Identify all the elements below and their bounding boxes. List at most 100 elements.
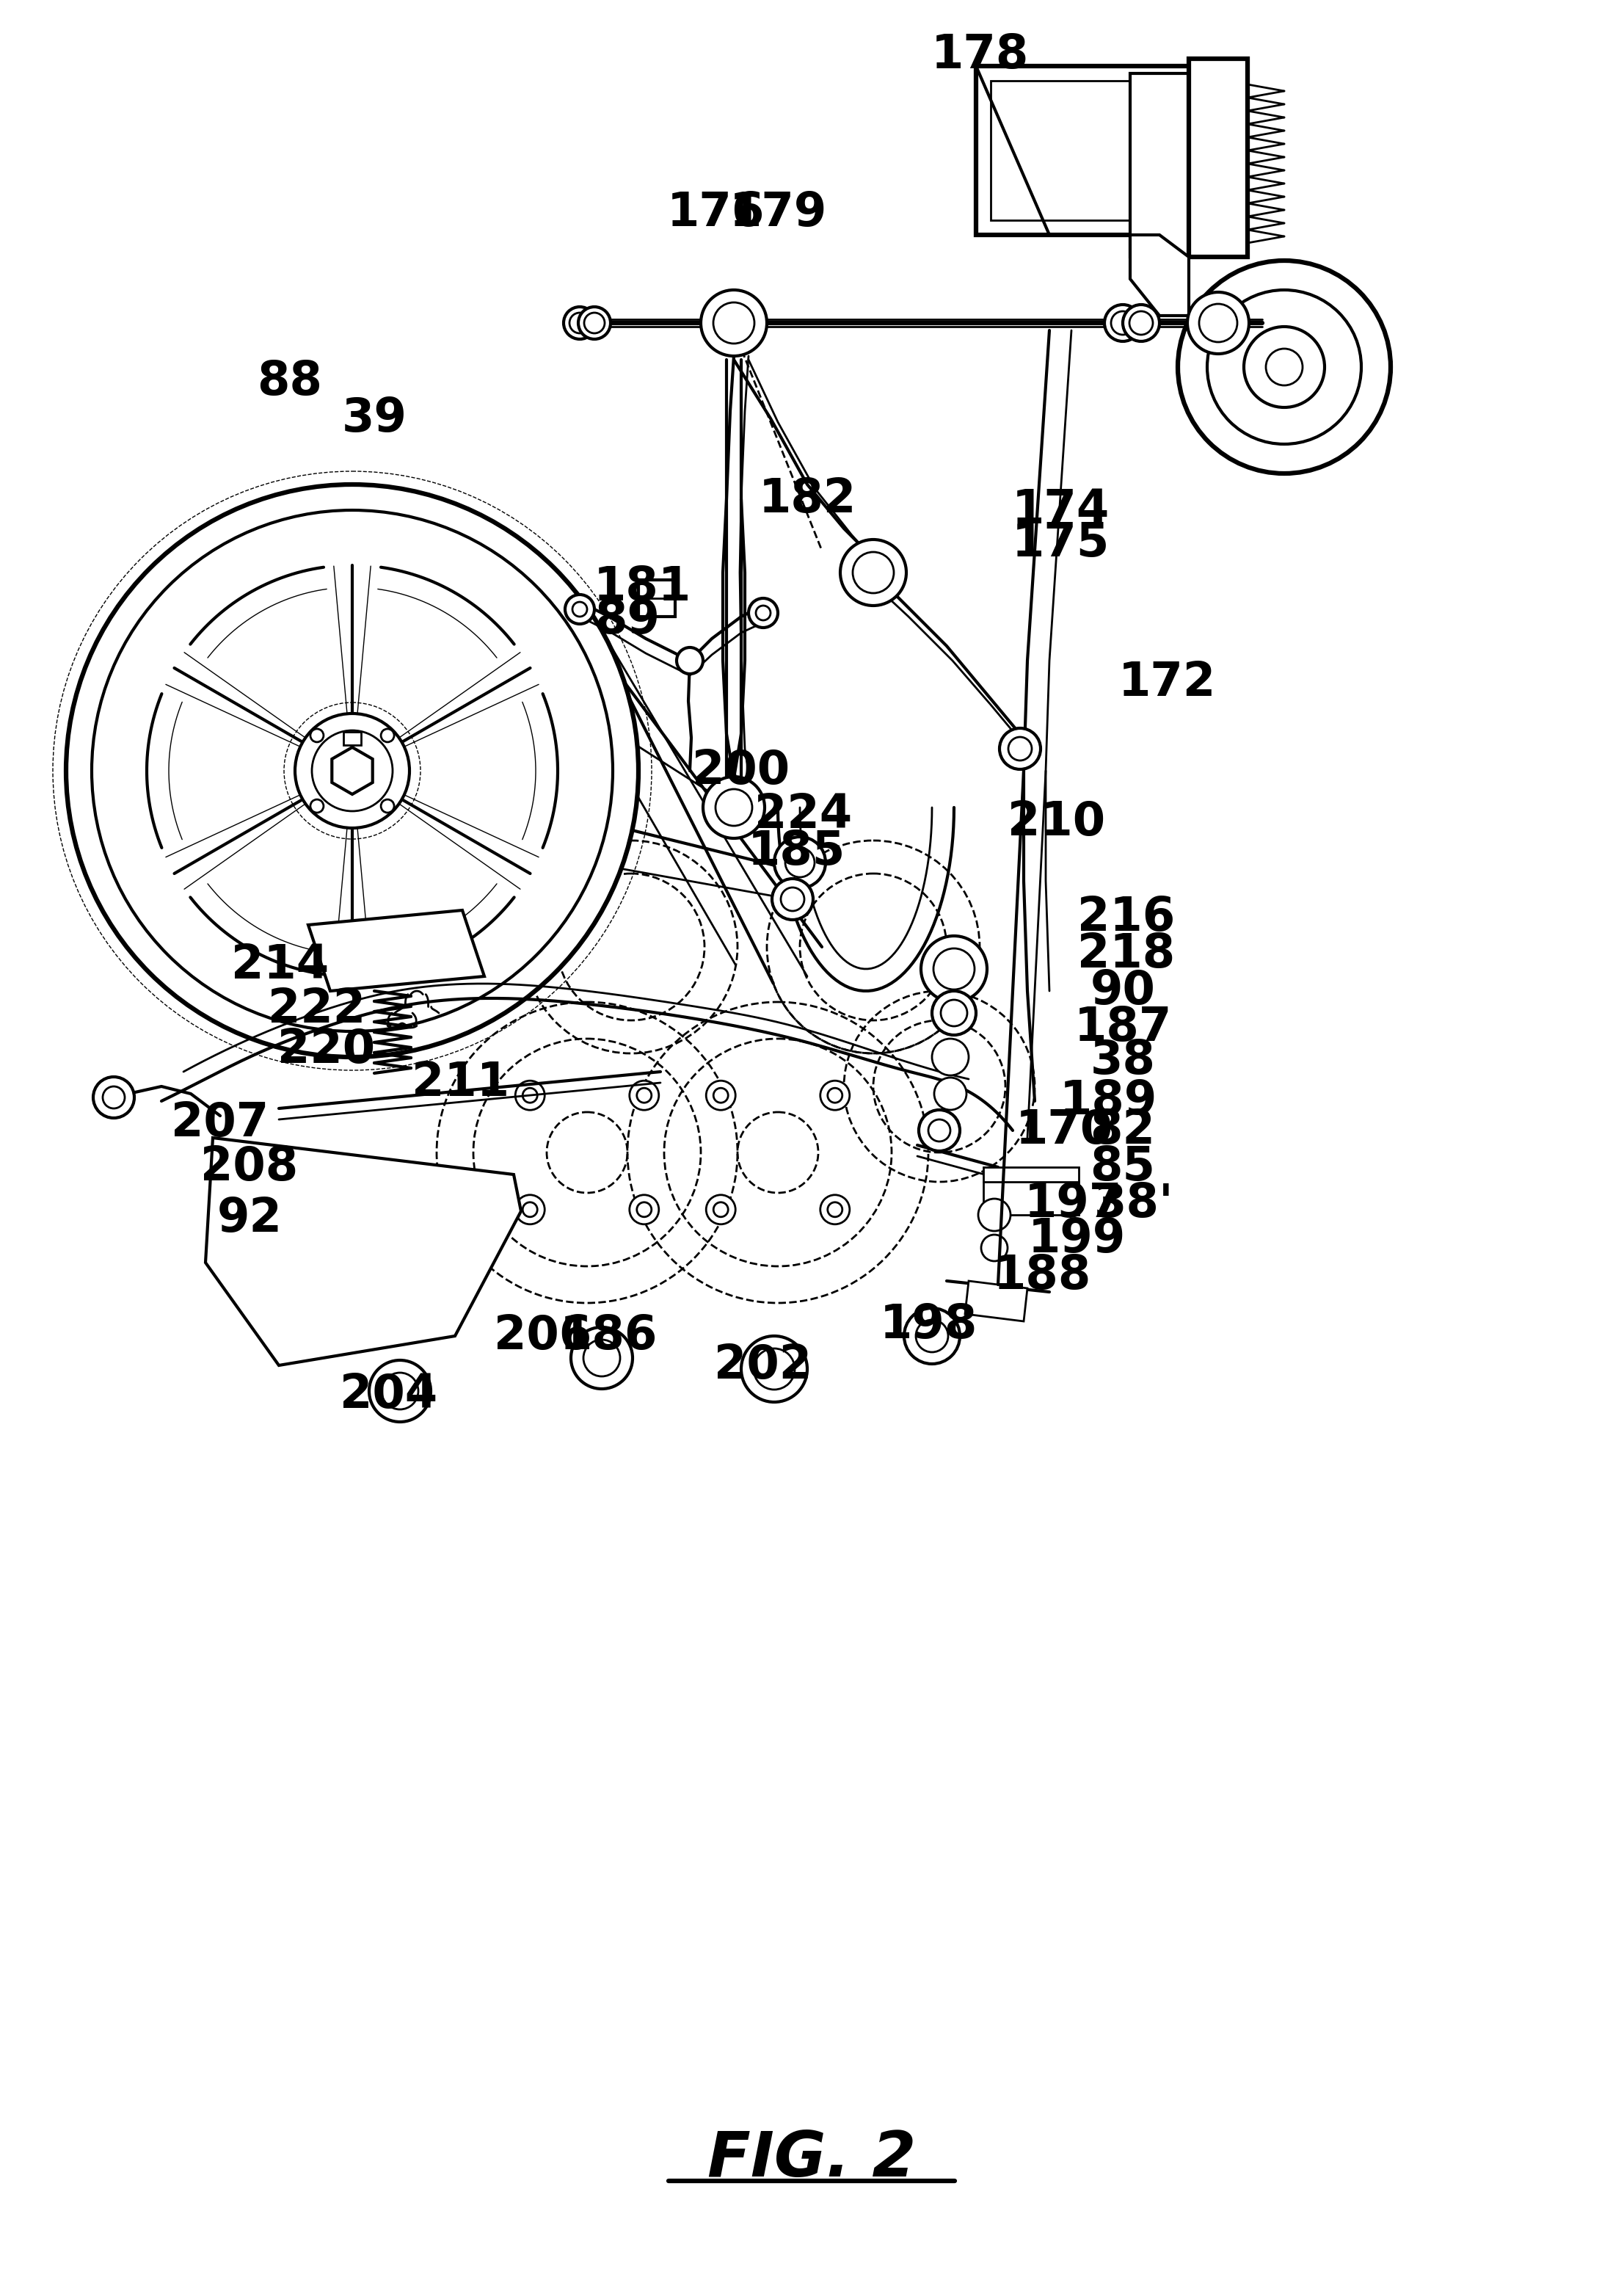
Circle shape [919, 1110, 960, 1151]
Circle shape [677, 648, 703, 675]
Circle shape [1207, 290, 1361, 445]
Circle shape [771, 878, 814, 919]
Text: 210: 210 [1009, 800, 1106, 846]
Circle shape [999, 727, 1041, 768]
Circle shape [934, 1078, 966, 1110]
Text: 199: 199 [1028, 1215, 1125, 1261]
Circle shape [820, 1081, 849, 1110]
Circle shape [515, 1195, 544, 1224]
Circle shape [382, 730, 395, 741]
Text: FIG. 2: FIG. 2 [708, 2130, 916, 2189]
Text: 200: 200 [692, 748, 789, 793]
Circle shape [828, 1202, 843, 1218]
Polygon shape [965, 1281, 1028, 1322]
Text: 206: 206 [494, 1313, 593, 1359]
Text: 216: 216 [1077, 894, 1176, 939]
Circle shape [637, 1202, 651, 1218]
Text: 207: 207 [171, 1101, 270, 1147]
Circle shape [703, 777, 765, 839]
Circle shape [1104, 306, 1142, 342]
Circle shape [515, 1081, 544, 1110]
Circle shape [981, 1236, 1007, 1261]
Bar [343, 732, 361, 746]
Text: 224: 224 [755, 791, 853, 837]
Circle shape [713, 1088, 728, 1104]
Circle shape [310, 800, 323, 812]
Circle shape [1177, 260, 1390, 474]
Text: 85: 85 [1090, 1145, 1155, 1190]
Text: 186: 186 [560, 1313, 658, 1359]
Text: 178: 178 [931, 32, 1028, 78]
Circle shape [637, 1088, 651, 1104]
Text: 189: 189 [1059, 1078, 1156, 1124]
Circle shape [749, 597, 778, 627]
Text: 89: 89 [594, 597, 659, 643]
Polygon shape [638, 579, 676, 616]
Circle shape [929, 1119, 950, 1142]
Circle shape [840, 540, 906, 606]
Text: 90: 90 [1090, 969, 1155, 1015]
Circle shape [1009, 736, 1031, 762]
Circle shape [755, 606, 770, 620]
Polygon shape [206, 1138, 521, 1366]
Circle shape [585, 312, 604, 333]
Text: 202: 202 [715, 1343, 812, 1389]
Circle shape [1187, 292, 1249, 353]
Circle shape [775, 837, 825, 889]
Text: 182: 182 [758, 477, 856, 522]
Circle shape [786, 848, 815, 878]
Text: 88: 88 [257, 358, 323, 404]
Circle shape [572, 1327, 633, 1389]
Circle shape [702, 290, 767, 356]
Circle shape [853, 552, 893, 593]
Text: 197: 197 [1025, 1181, 1122, 1227]
Bar [1189, 59, 1247, 258]
Circle shape [565, 595, 594, 625]
Text: 175: 175 [1012, 520, 1109, 565]
Circle shape [312, 730, 393, 812]
Text: 218: 218 [1078, 933, 1176, 978]
Circle shape [1199, 303, 1237, 342]
Text: 174: 174 [1012, 488, 1109, 534]
Circle shape [583, 1341, 620, 1377]
Circle shape [67, 483, 638, 1058]
Circle shape [382, 800, 395, 812]
Circle shape [570, 312, 590, 333]
Circle shape [916, 1320, 948, 1352]
Text: 220: 220 [278, 1026, 375, 1072]
Text: 176: 176 [666, 189, 765, 235]
Circle shape [706, 1195, 736, 1224]
Circle shape [741, 1336, 807, 1402]
Circle shape [523, 1202, 538, 1218]
Bar [976, 66, 1226, 235]
Circle shape [523, 1088, 538, 1104]
Circle shape [1265, 349, 1302, 385]
Circle shape [572, 602, 588, 616]
Circle shape [310, 730, 323, 741]
Text: 208: 208 [201, 1145, 299, 1190]
Circle shape [932, 1040, 968, 1076]
Circle shape [1244, 326, 1325, 408]
Circle shape [1129, 312, 1153, 335]
Text: 38': 38' [1095, 1181, 1174, 1227]
Bar [991, 80, 1145, 221]
Text: 39: 39 [341, 397, 408, 440]
Circle shape [905, 1309, 960, 1363]
Circle shape [978, 1199, 1010, 1231]
Circle shape [91, 511, 612, 1031]
Circle shape [93, 1076, 135, 1117]
Text: 181: 181 [593, 565, 690, 611]
Text: 82: 82 [1090, 1108, 1155, 1154]
Text: 187: 187 [1073, 1005, 1173, 1051]
Text: 204: 204 [339, 1373, 438, 1418]
Circle shape [102, 1085, 125, 1108]
Circle shape [1111, 312, 1135, 335]
Circle shape [369, 1361, 430, 1423]
Circle shape [716, 789, 752, 825]
Circle shape [940, 1001, 968, 1026]
Circle shape [564, 308, 596, 340]
Circle shape [713, 1202, 728, 1218]
Circle shape [630, 1195, 659, 1224]
Text: 222: 222 [268, 987, 365, 1033]
Circle shape [706, 1081, 736, 1110]
